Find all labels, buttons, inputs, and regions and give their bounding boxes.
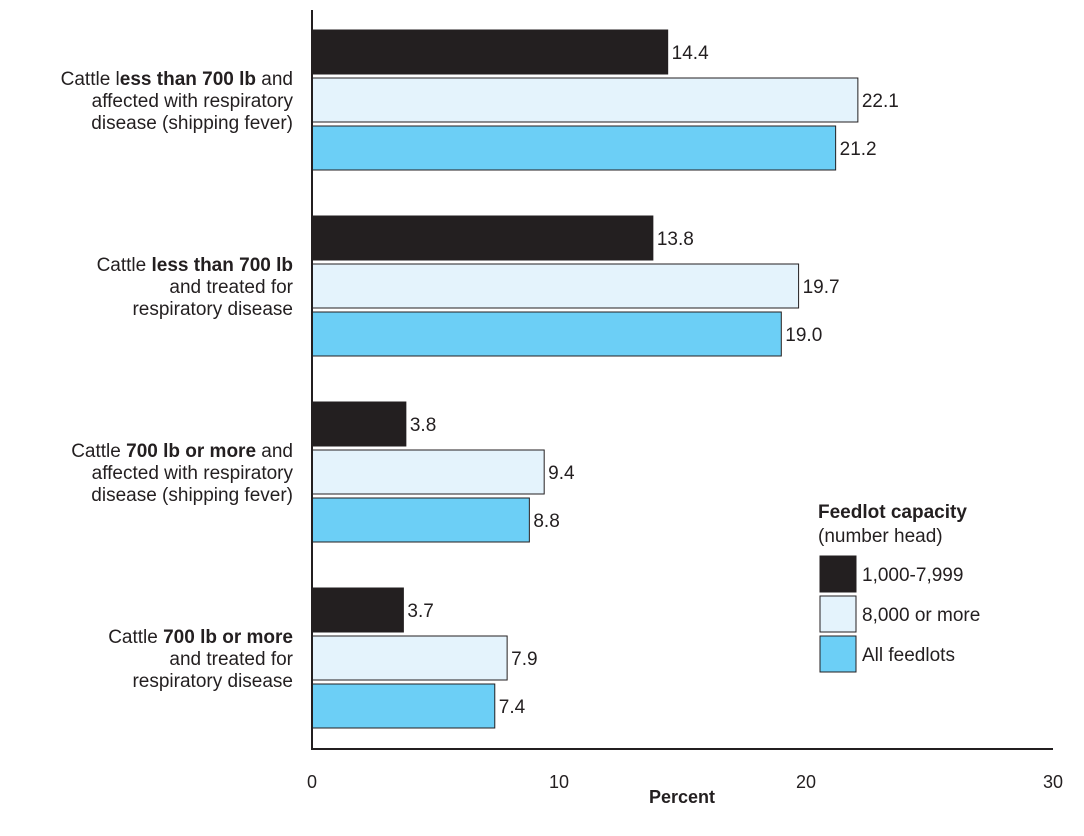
- legend-label: All feedlots: [862, 645, 955, 666]
- bar-value-label: 22.1: [862, 91, 899, 112]
- category-label: Cattle less than 700 lb and treated for re…: [97, 255, 294, 320]
- legend: Feedlot capacity (number head) 1,000-7,9…: [818, 502, 980, 673]
- bar: [311, 401, 407, 447]
- legend-label: 1,000-7,999: [862, 565, 963, 586]
- bar: [311, 449, 545, 495]
- bar: [311, 263, 800, 309]
- bar-value-label: 21.2: [840, 139, 877, 160]
- bar: [311, 587, 404, 633]
- bar-value-label: 9.4: [548, 463, 575, 484]
- bar: [311, 311, 782, 357]
- x-tick-label: 0: [307, 772, 317, 792]
- category-label: Cattle 700 lb or more and treated for resp…: [108, 627, 293, 692]
- bar: [311, 215, 654, 261]
- x-tick-label: 10: [549, 772, 569, 792]
- category-labels: Cattle less than 700 lb and affected with…: [61, 69, 294, 692]
- category-label: Cattle less than 700 lb and affected with…: [61, 69, 294, 134]
- bar-value-label: 13.8: [657, 229, 694, 250]
- legend-swatch: [819, 555, 857, 593]
- bar-value-label: 8.8: [533, 511, 559, 532]
- bar: [311, 77, 859, 123]
- x-tick-label: 20: [796, 772, 816, 792]
- bar-value-label: 19.7: [803, 277, 840, 298]
- bar: [311, 125, 837, 171]
- legend-swatch: [819, 635, 857, 673]
- bar: [311, 635, 508, 681]
- legend-title: Feedlot capacity: [818, 502, 967, 523]
- bar: [311, 497, 530, 543]
- legend-swatch: [819, 595, 857, 633]
- x-axis-title: Percent: [649, 787, 715, 807]
- bar: [311, 683, 496, 729]
- bar-value-label: 7.9: [511, 649, 537, 670]
- bar-value-label: 14.4: [672, 43, 709, 64]
- x-tick-label: 30: [1043, 772, 1063, 792]
- bar: [311, 29, 669, 75]
- x-tick-labels: 0 10 20 30: [307, 772, 1063, 792]
- legend-subtitle: (number head): [818, 526, 943, 547]
- bar-value-label: 3.8: [410, 415, 436, 436]
- bars-group: 14.4 22.1 21.2 13.8 19.7 19.0 3.8 9.4 8.8 3.7 7.9 7…: [311, 29, 899, 729]
- bar-value-label: 7.4: [499, 697, 526, 718]
- legend-items: 1,000-7,999 8,000 or more All feedlots: [819, 555, 980, 673]
- legend-label: 8,000 or more: [862, 605, 980, 626]
- bar-value-label: 3.7: [407, 601, 433, 622]
- category-label: Cattle 700 lb or more and affected with r…: [71, 441, 293, 506]
- axes: [311, 10, 1053, 750]
- bar-value-label: 19.0: [785, 325, 822, 346]
